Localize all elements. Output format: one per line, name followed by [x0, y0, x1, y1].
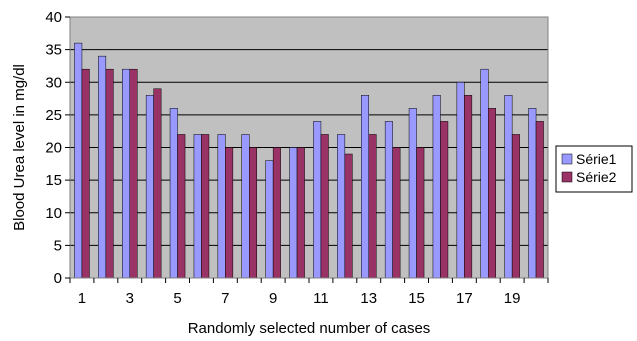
bar-series-1 — [480, 68, 489, 279]
bar-series-1 — [384, 121, 393, 279]
bar-series-2 — [368, 134, 377, 279]
y-tick-label: 30 — [45, 74, 62, 91]
bar-series-2 — [511, 134, 520, 279]
bar-series-2 — [177, 134, 186, 279]
y-tick-label: 20 — [45, 140, 62, 157]
x-tick-label: 19 — [504, 290, 521, 307]
bar-series-2 — [225, 147, 234, 279]
bar-series-2 — [105, 68, 114, 279]
bar-series-2 — [488, 108, 496, 279]
bar-series-1 — [217, 134, 226, 279]
bar-series-2 — [440, 121, 449, 279]
x-tick-label: 17 — [456, 290, 473, 307]
bar-series-2 — [320, 134, 329, 279]
bar-series-2 — [344, 153, 353, 279]
x-tick-label: 1 — [78, 290, 86, 307]
bar-series-2 — [81, 68, 90, 279]
bar-series-1 — [408, 108, 417, 279]
bar-series-1 — [504, 95, 513, 279]
y-tick-label: 40 — [45, 9, 62, 26]
legend-box — [555, 145, 633, 193]
bar-series-1 — [98, 55, 107, 279]
bar-series-1 — [337, 134, 346, 279]
bar-series-2 — [464, 95, 473, 279]
bar-series-2 — [392, 147, 401, 279]
y-tick-labels: 0 5 10 15 20 25 30 35 40 — [45, 9, 70, 287]
y-tick-label: 15 — [45, 172, 62, 189]
bar-series-1 — [193, 134, 202, 279]
x-tick-labels: 1 3 5 7 9 11 13 15 17 19 — [69, 278, 549, 307]
x-tick-label: 15 — [408, 290, 425, 307]
legend-label-series-2: Série2 — [576, 169, 617, 185]
bar-series-1 — [74, 42, 83, 279]
legend-swatch-series-1 — [561, 153, 573, 165]
x-tick-label: 7 — [221, 290, 229, 307]
legend-label-series-1: Série1 — [576, 151, 617, 167]
bar-series-1 — [528, 108, 537, 279]
legend: Série1 Série2 — [555, 145, 633, 193]
bar-series-2 — [272, 147, 281, 279]
bar-series-2 — [416, 147, 425, 279]
x-axis-title: Randomly selected number of cases — [188, 320, 431, 337]
x-tick-label: 9 — [269, 290, 277, 307]
bar-series-2 — [129, 68, 138, 279]
bar-series-2 — [249, 147, 257, 279]
y-tick-label: 25 — [45, 107, 62, 124]
y-tick-label: 35 — [45, 42, 62, 59]
bar-series-1 — [265, 160, 274, 279]
bars — [74, 42, 544, 279]
y-tick-label: 0 — [54, 270, 62, 287]
bar-series-1 — [122, 68, 130, 279]
bar-series-1 — [432, 95, 441, 279]
bar-series-1 — [241, 134, 250, 279]
bar-series-2 — [201, 134, 210, 279]
x-tick-label: 3 — [126, 290, 134, 307]
bar-series-1 — [361, 95, 369, 279]
bar-series-1 — [145, 95, 154, 279]
bar-series-1 — [313, 121, 322, 279]
bar-series-2 — [153, 88, 162, 279]
y-tick-label: 10 — [45, 205, 62, 222]
y-tick-label: 5 — [54, 237, 62, 254]
bar-series-1 — [456, 82, 465, 279]
y-axis-title: Blood Urea level in mg/dl — [11, 64, 28, 231]
x-tick-label: 13 — [360, 290, 377, 307]
x-tick-label: 11 — [313, 290, 329, 307]
bar-series-2 — [535, 121, 544, 279]
x-tick-label: 5 — [173, 290, 181, 307]
bar-series-2 — [296, 147, 305, 279]
bar-series-1 — [289, 147, 298, 279]
bar-series-1 — [169, 108, 178, 279]
legend-swatch-series-2 — [561, 171, 573, 183]
